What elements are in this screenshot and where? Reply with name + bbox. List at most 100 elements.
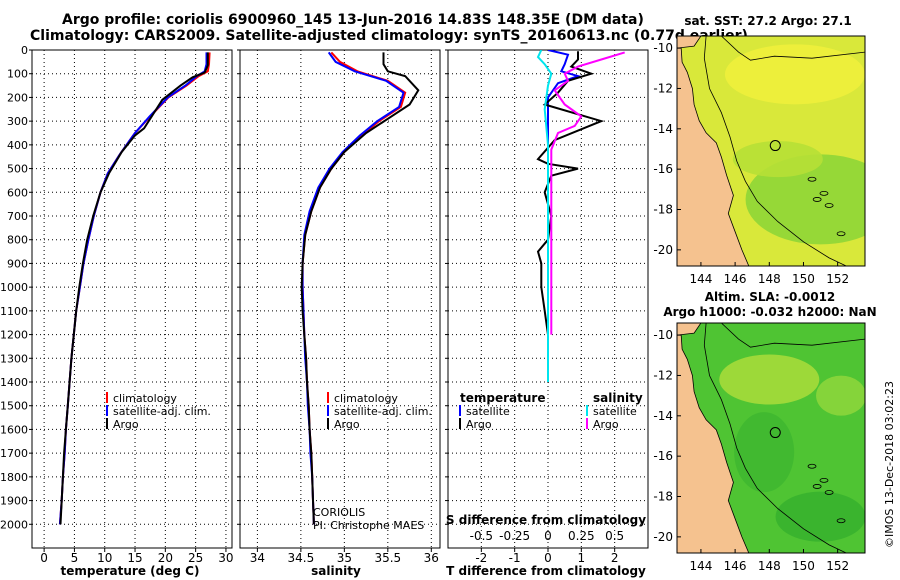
legend-title-temperature: temperature [460, 391, 545, 405]
temperature-legend-label: climatology [113, 392, 177, 405]
map-ytick-label: -14 [653, 409, 673, 423]
map-ytick-label: -16 [653, 162, 673, 176]
map-ytick-label: -12 [653, 81, 673, 95]
map-ytick-label: -10 [653, 41, 673, 55]
map-ytick-label: -18 [653, 203, 673, 217]
xtick-label-salinity-profile: 36 [424, 551, 439, 565]
ytick-label: 1400 [0, 376, 28, 389]
series-line-argo [59, 52, 209, 525]
xtick-label-temperature-profile: 30 [218, 551, 233, 565]
tdiff-legend-label: satellite [466, 405, 510, 418]
ytick-label: 1700 [0, 447, 28, 460]
ytick-label: 1800 [0, 471, 28, 484]
ytick-label: 1900 [0, 495, 28, 508]
series-group-difference-profile [536, 50, 625, 382]
ytick-label: 0 [21, 44, 28, 57]
panel-frame-salinity-profile [239, 49, 441, 549]
xtick-label-temperature-profile: 5 [71, 551, 79, 565]
map-ytick-label: -16 [653, 449, 673, 463]
series-line-climatology [58, 52, 211, 525]
reef-outline [836, 231, 846, 237]
sla-map-title-1: Altim. SLA: -0.0012 [705, 290, 836, 304]
land-png [677, 323, 702, 336]
depth-contour [721, 323, 865, 348]
imos-stamp: ©IMOS 13-Dec-2018 03:02:23 [883, 381, 896, 548]
ytick-label: 200 [7, 91, 28, 104]
argo-position-marker [769, 140, 781, 152]
sdiff-xlabel: S difference from climatology [446, 513, 646, 527]
argo-position-marker [769, 427, 781, 439]
depth-contour [703, 36, 847, 266]
map-ytick-label: -18 [653, 490, 673, 504]
ytick-label: 1100 [0, 305, 28, 318]
legend-title-salinity: salinity [593, 391, 643, 405]
map-xtick-label: 152 [826, 559, 849, 573]
sdiff-tick-label: -0.25 [499, 529, 530, 543]
xtick-label-salinity-profile: 35.5 [374, 551, 401, 565]
series-group-temperature-profile [58, 52, 211, 525]
xtick-label-temperature-profile: 15 [127, 551, 142, 565]
sla-low-patch [734, 412, 795, 493]
xtick-label-difference-profile: 0 [544, 551, 552, 565]
xtick-label-salinity-profile: 34 [250, 551, 265, 565]
map-xtick-label: 146 [724, 559, 747, 573]
ytick-label: 100 [7, 68, 28, 81]
map-xtick-label: 148 [758, 559, 781, 573]
pi-annotation: PI: Christophe MAES [313, 519, 424, 532]
series-line-climatology [301, 51, 407, 525]
map-xtick-label: 150 [792, 272, 815, 286]
land-australia [677, 323, 750, 553]
xtick-label-salinity-profile: 34.5 [288, 551, 315, 565]
depth-contour [721, 36, 865, 61]
reef-outline [836, 518, 846, 524]
reef-outline [824, 203, 834, 208]
sdiff-legend-label: Argo [593, 418, 619, 431]
map-frame-sst-map [676, 35, 866, 267]
sdiff-legend-label: satellite [593, 405, 637, 418]
reef-outline [824, 490, 834, 495]
xtick-label-difference-profile: 2 [611, 551, 619, 565]
map-xtick-label: 144 [689, 272, 712, 286]
land-png [677, 36, 702, 49]
series-line-s-satellite [536, 50, 553, 382]
sdiff-tick-label: -0.5 [470, 529, 493, 543]
panel-frame-temperature-profile [31, 49, 233, 549]
sla-high-patch [719, 354, 820, 405]
reef-outline [819, 190, 829, 196]
salinity-legend-label: Argo [334, 418, 360, 431]
salinity-xlabel: salinity [311, 564, 361, 578]
xtick-label-difference-profile: -2 [475, 551, 487, 565]
sla-high-patch [816, 375, 865, 416]
ytick-label: 500 [7, 163, 28, 176]
temperature-legend-label: satellite-adj. clim. [113, 405, 211, 418]
salinity-legend-label: climatology [334, 392, 398, 405]
ytick-label: 600 [7, 186, 28, 199]
tdiff-legend-label: Argo [466, 418, 492, 431]
xtick-label-temperature-profile: 25 [188, 551, 203, 565]
map-group-sla-map [677, 323, 865, 553]
map-ytick-label: -20 [653, 530, 673, 544]
series-line-argo [300, 52, 420, 525]
xtick-label-temperature-profile: 0 [40, 551, 48, 565]
tdiff-xlabel: T difference from climatology [446, 564, 646, 578]
sdiff-tick-label: 0 [544, 529, 552, 543]
map-xtick-label: 144 [689, 559, 712, 573]
ytick-label: 1600 [0, 423, 28, 436]
series-line-s-argo [550, 51, 625, 335]
reef-outline [807, 176, 817, 182]
map-ytick-label: -12 [653, 368, 673, 382]
map-xtick-label: 146 [724, 272, 747, 286]
series-line-t-satellite [547, 50, 582, 335]
xtick-label-temperature-profile: 10 [97, 551, 112, 565]
coriolis-annotation: CORIOLIS [313, 506, 365, 519]
ytick-label: 700 [7, 210, 28, 223]
map-xtick-label: 152 [826, 272, 849, 286]
sst-warm-patch [724, 44, 865, 105]
ytick-label: 900 [7, 257, 28, 270]
map-ytick-label: -10 [653, 328, 673, 342]
ytick-label: 1500 [0, 400, 28, 413]
sla-low-patch [775, 491, 865, 542]
series-group-salinity-profile [300, 51, 420, 525]
